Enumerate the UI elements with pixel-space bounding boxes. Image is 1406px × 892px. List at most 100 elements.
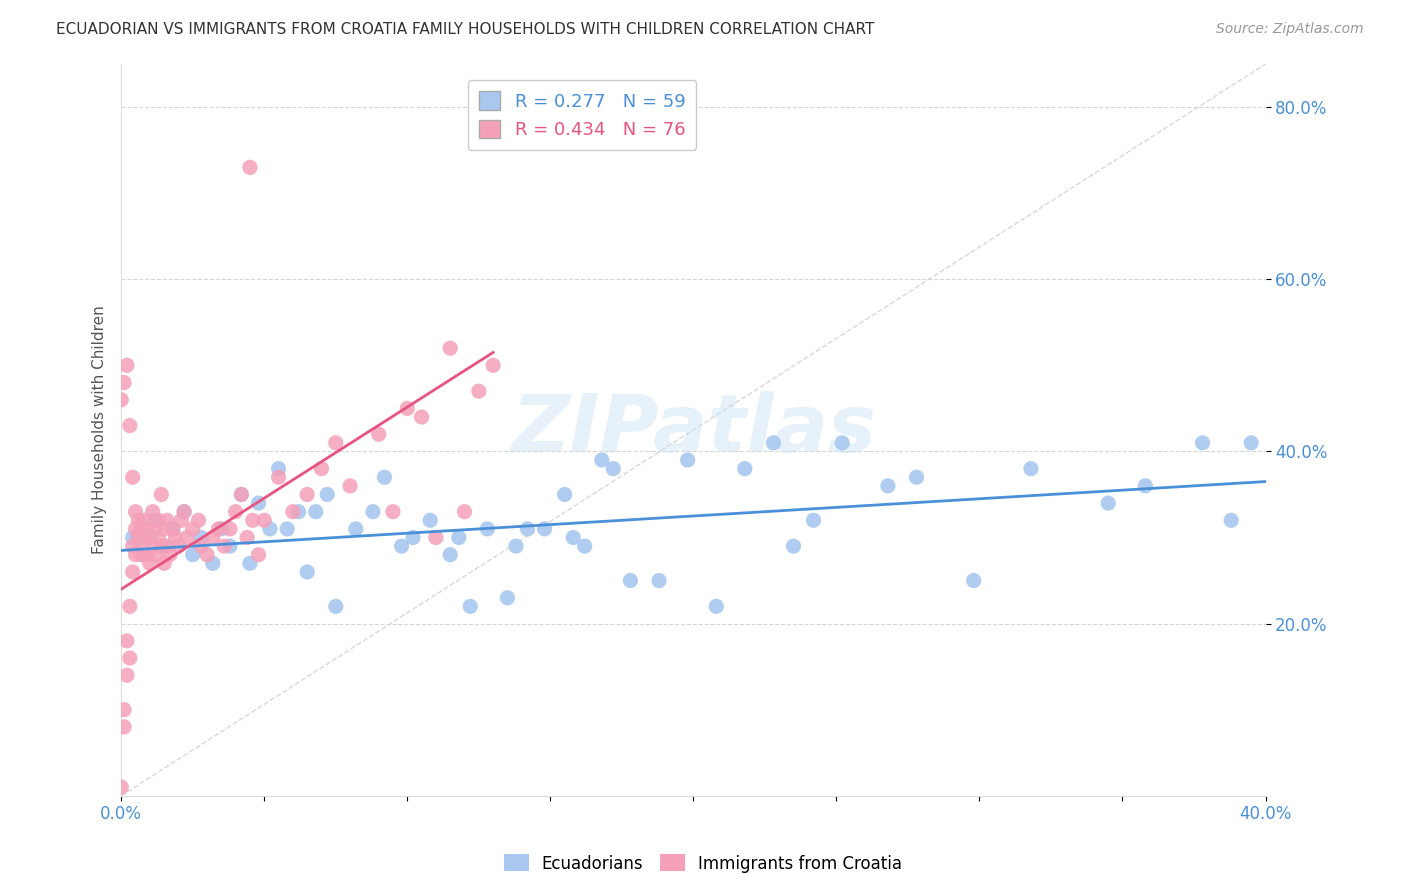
Legend: Ecuadorians, Immigrants from Croatia: Ecuadorians, Immigrants from Croatia	[496, 847, 910, 880]
Point	[311, 461, 333, 475]
Point	[209, 522, 232, 536]
Point	[156, 513, 179, 527]
Point	[136, 548, 159, 562]
Point	[162, 522, 184, 536]
Point	[124, 548, 146, 562]
Point	[118, 418, 141, 433]
Point	[361, 505, 384, 519]
Point	[411, 409, 433, 424]
Point	[181, 548, 204, 562]
Point	[562, 531, 585, 545]
Point	[591, 453, 613, 467]
Point	[267, 461, 290, 475]
Point	[239, 161, 262, 175]
Point	[121, 531, 143, 545]
Point	[142, 505, 165, 519]
Point	[325, 599, 347, 614]
Point	[734, 461, 756, 475]
Point	[439, 548, 461, 562]
Point	[121, 565, 143, 579]
Point	[110, 392, 132, 407]
Point	[339, 479, 361, 493]
Point	[276, 522, 298, 536]
Point	[367, 427, 389, 442]
Point	[165, 531, 187, 545]
Point	[181, 522, 204, 536]
Point	[127, 531, 149, 545]
Point	[533, 522, 555, 536]
Point	[112, 703, 135, 717]
Point	[124, 522, 146, 536]
Legend: R = 0.277   N = 59, R = 0.434   N = 76: R = 0.277 N = 59, R = 0.434 N = 76	[468, 80, 696, 150]
Point	[145, 548, 167, 562]
Point	[187, 513, 209, 527]
Point	[190, 531, 212, 545]
Point	[129, 548, 152, 562]
Y-axis label: Family Households with Children: Family Households with Children	[93, 306, 107, 554]
Point	[905, 470, 928, 484]
Point	[505, 539, 527, 553]
Point	[153, 557, 176, 571]
Point	[162, 522, 184, 536]
Point	[402, 531, 425, 545]
Point	[1135, 479, 1157, 493]
Point	[419, 513, 441, 527]
Point	[619, 574, 641, 588]
Point	[648, 574, 671, 588]
Point	[145, 513, 167, 527]
Point	[156, 539, 179, 553]
Point	[201, 531, 224, 545]
Point	[447, 531, 470, 545]
Text: ZIPatlas: ZIPatlas	[510, 391, 876, 469]
Point	[219, 539, 242, 553]
Point	[176, 531, 198, 545]
Point	[554, 487, 576, 501]
Point	[295, 487, 318, 501]
Point	[602, 461, 624, 475]
Point	[468, 384, 491, 399]
Point	[453, 505, 475, 519]
Point	[136, 522, 159, 536]
Point	[439, 341, 461, 355]
Point	[803, 513, 825, 527]
Point	[295, 565, 318, 579]
Point	[1220, 513, 1243, 527]
Point	[458, 599, 481, 614]
Point	[1019, 461, 1042, 475]
Point	[247, 496, 270, 510]
Point	[574, 539, 596, 553]
Point	[139, 531, 162, 545]
Point	[173, 505, 195, 519]
Point	[242, 513, 264, 527]
Point	[212, 539, 235, 553]
Point	[195, 548, 218, 562]
Point	[236, 531, 259, 545]
Point	[704, 599, 727, 614]
Point	[225, 505, 247, 519]
Point	[219, 522, 242, 536]
Point	[115, 633, 138, 648]
Point	[127, 513, 149, 527]
Point	[139, 557, 162, 571]
Point	[118, 599, 141, 614]
Point	[207, 522, 229, 536]
Point	[170, 513, 193, 527]
Text: ECUADORIAN VS IMMIGRANTS FROM CROATIA FAMILY HOUSEHOLDS WITH CHILDREN CORRELATIO: ECUADORIAN VS IMMIGRANTS FROM CROATIA FA…	[56, 22, 875, 37]
Point	[396, 401, 419, 416]
Point	[1097, 496, 1119, 510]
Point	[121, 539, 143, 553]
Point	[239, 557, 262, 571]
Point	[782, 539, 804, 553]
Point	[391, 539, 413, 553]
Point	[247, 548, 270, 562]
Point	[173, 505, 195, 519]
Point	[118, 651, 141, 665]
Point	[150, 487, 173, 501]
Point	[150, 539, 173, 553]
Point	[344, 522, 367, 536]
Point	[482, 359, 505, 373]
Point	[963, 574, 986, 588]
Point	[145, 522, 167, 536]
Point	[167, 539, 190, 553]
Point	[121, 470, 143, 484]
